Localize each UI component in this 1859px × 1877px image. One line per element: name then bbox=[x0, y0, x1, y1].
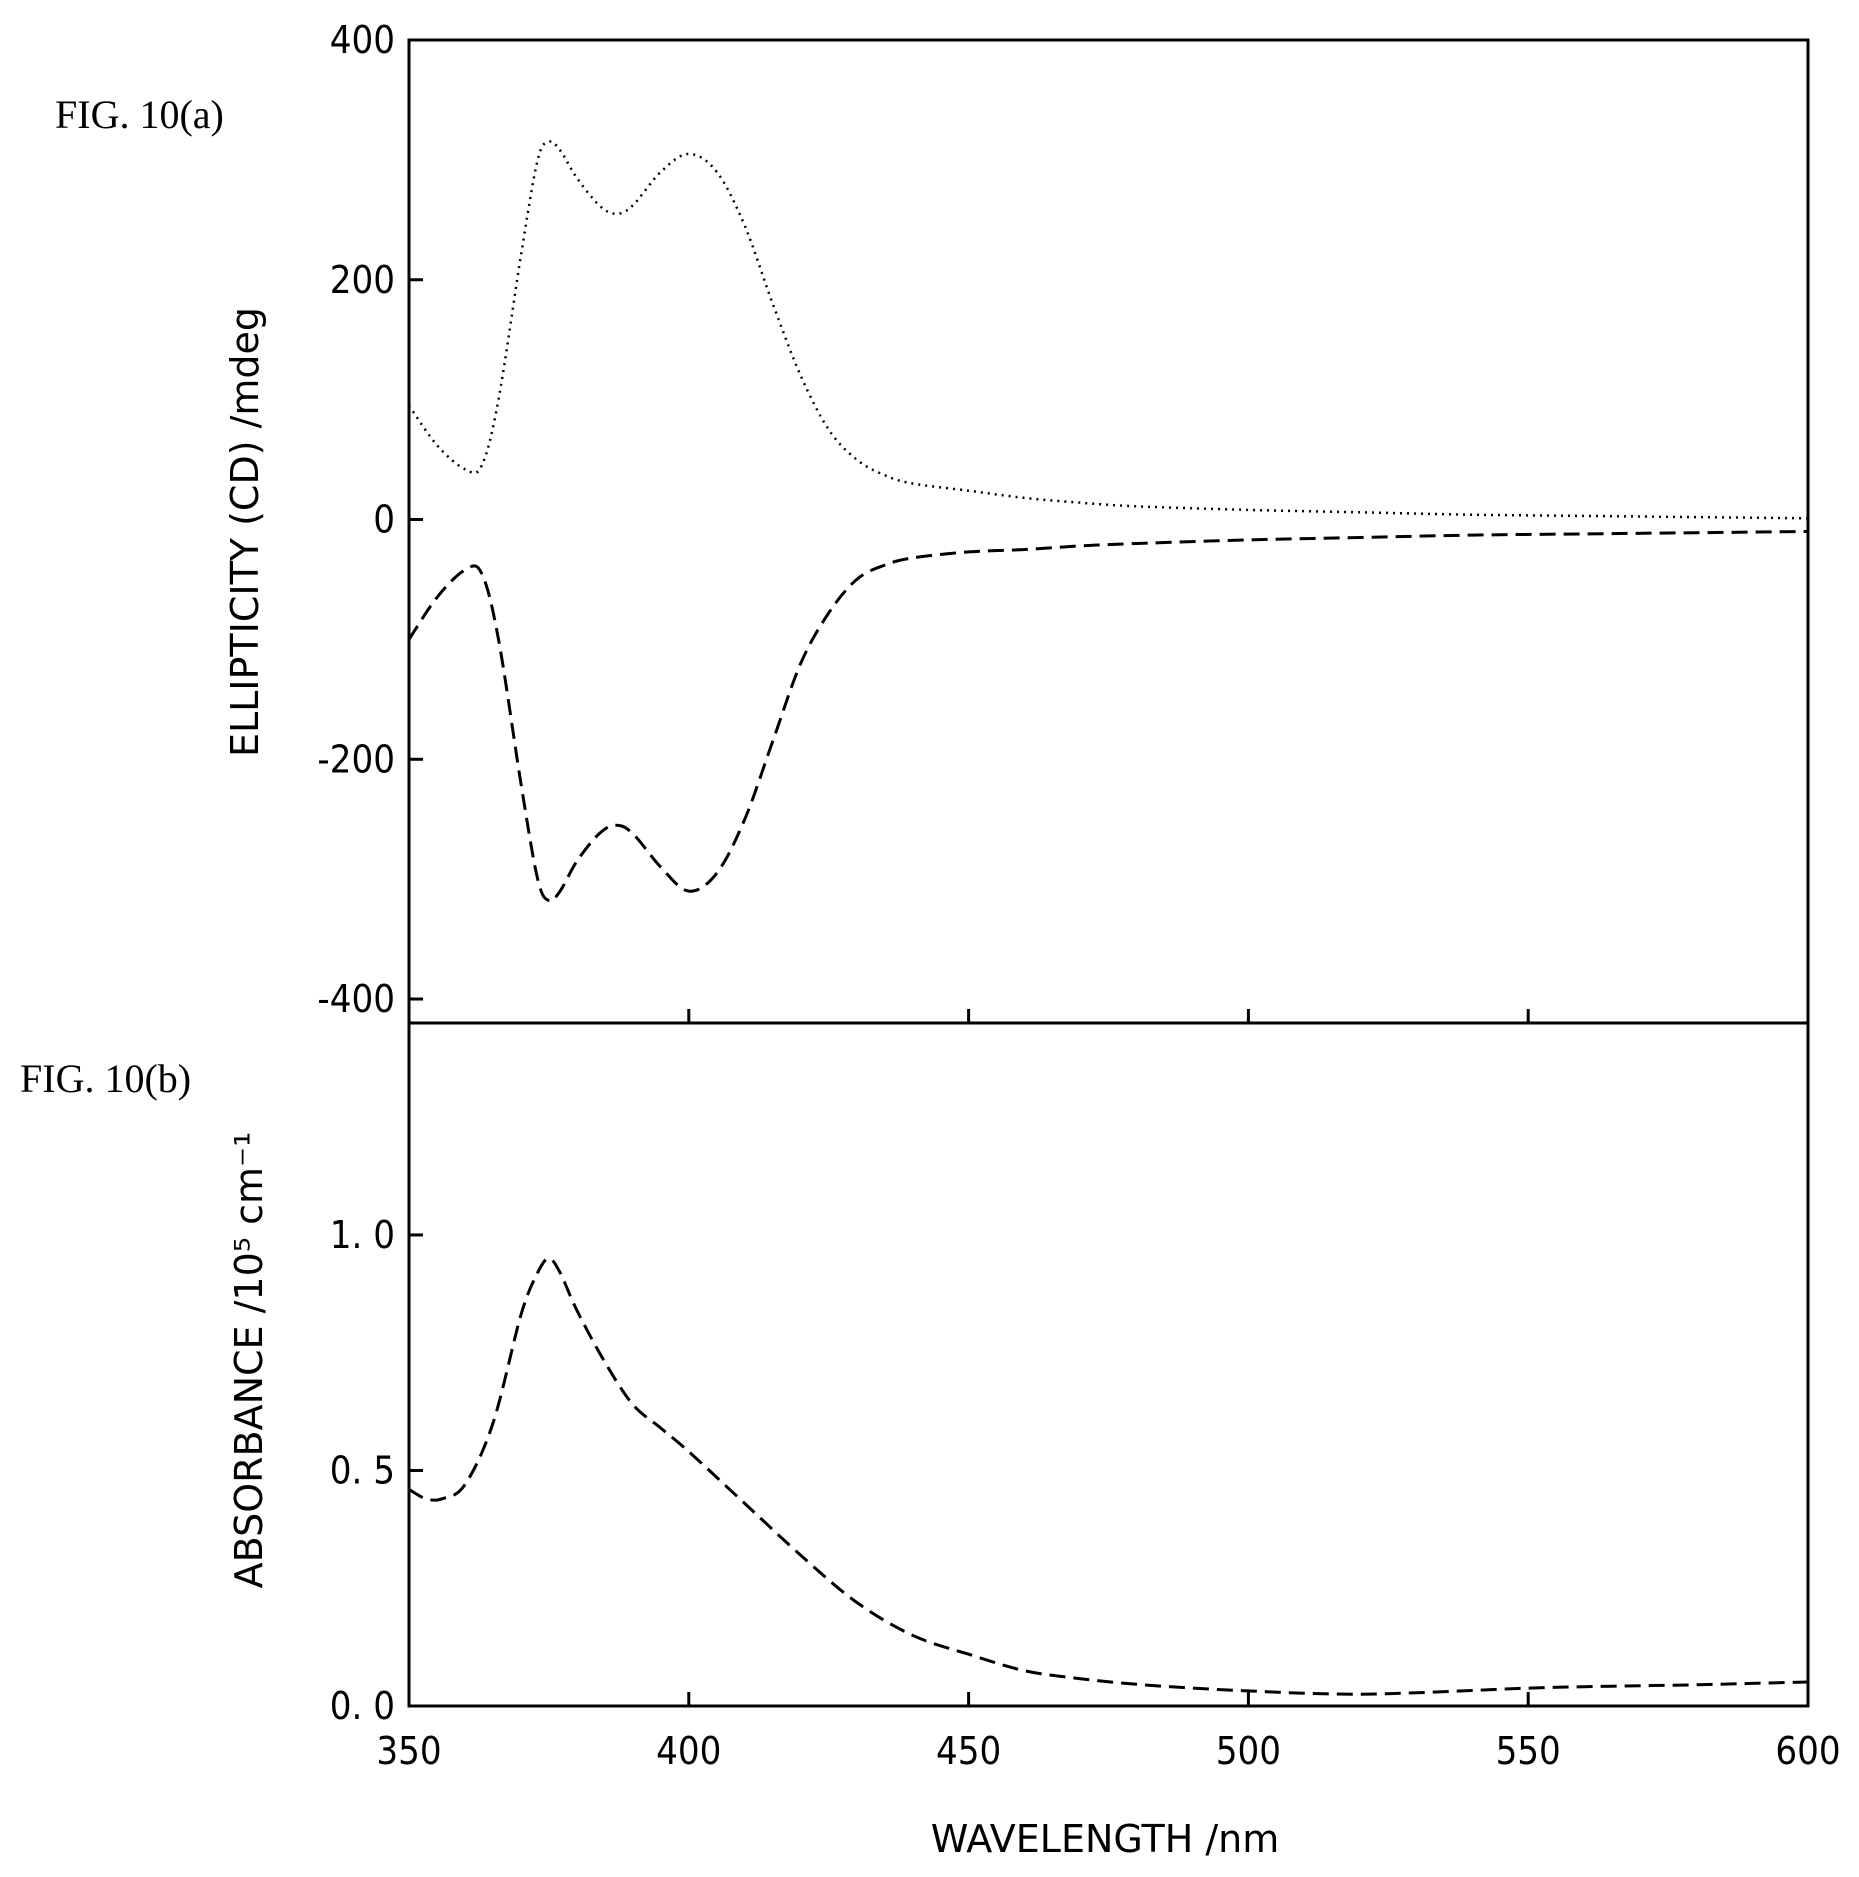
y-tick-label: -200 bbox=[317, 737, 395, 781]
x-tick-label: 500 bbox=[1216, 1729, 1281, 1773]
x-axis-title: WAVELENGTH /nm bbox=[931, 1817, 1280, 1861]
series-panel-a bbox=[407, 140, 1809, 903]
y-tick-label: 200 bbox=[330, 258, 395, 302]
y-tick-label: -400 bbox=[317, 977, 395, 1021]
y-tick-label: 0 bbox=[373, 498, 395, 542]
x-tick-label: 450 bbox=[936, 1729, 1001, 1773]
dashed-series-line bbox=[408, 1256, 1809, 1696]
plot-frame bbox=[407, 38, 1810, 1708]
y-tick-label: 1. 0 bbox=[330, 1213, 395, 1257]
x-tick-label: 350 bbox=[376, 1729, 441, 1773]
y-axis-title-b: ABSORBANCE /10⁵ cm⁻¹ bbox=[227, 1132, 271, 1589]
x-tick-label: 550 bbox=[1496, 1729, 1561, 1773]
ticks-panel-a: -400 -200 0 200 400 bbox=[317, 18, 1530, 1023]
panel-b-label: FIG. 10(b) bbox=[20, 1056, 191, 1101]
y-tick-label: 0. 5 bbox=[330, 1448, 395, 1492]
x-tick-label: 600 bbox=[1775, 1729, 1840, 1773]
x-tick-label: 400 bbox=[656, 1729, 721, 1773]
y-tick-label: 400 bbox=[330, 18, 395, 62]
ticks-panel-b: 0. 0 0. 5 1. 0 350 400 450 500 550 600 bbox=[330, 1213, 1841, 1773]
y-tick-label: 0. 0 bbox=[330, 1684, 395, 1728]
y-axis-title-a: ELLIPTICITY (CD) /mdeg bbox=[223, 307, 267, 757]
series-panel-b bbox=[408, 1256, 1809, 1696]
panel-a-label: FIG. 10(a) bbox=[55, 92, 224, 137]
dashed-series-line bbox=[407, 530, 1809, 903]
dotted-series-line bbox=[407, 140, 1809, 520]
